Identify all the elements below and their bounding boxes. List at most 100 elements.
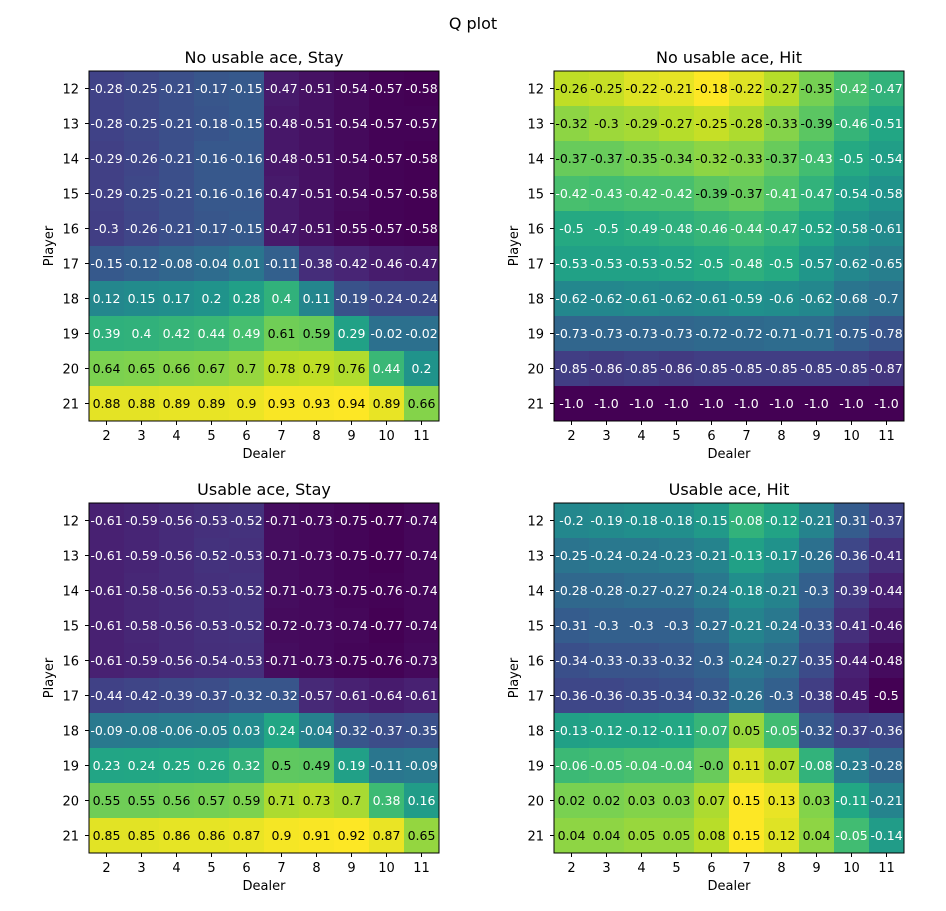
cell-value-label: -0.61	[90, 653, 122, 668]
cell-value-label: 0.24	[128, 758, 156, 773]
cell-value-label: -0.19	[335, 291, 367, 306]
heatmap-cell	[334, 748, 369, 783]
heatmap-cell	[799, 783, 834, 818]
heatmap-cell	[264, 281, 299, 316]
heatmap-cell	[159, 818, 194, 853]
heatmap-cell	[124, 211, 159, 246]
cell-value-label: -0.47	[405, 256, 437, 271]
cell-value-label: 0.29	[338, 326, 366, 341]
cell-value-label: -0.15	[230, 221, 262, 236]
y-axis-label: Player	[507, 225, 522, 266]
heatmap-cell	[764, 713, 799, 748]
cell-value-label: -0.21	[765, 583, 797, 598]
cell-value-label: -0.5	[769, 256, 793, 271]
cell-value-label: -0.59	[730, 291, 762, 306]
cell-value-label: -0.04	[660, 758, 692, 773]
heatmap-cell	[659, 351, 694, 386]
heatmap-cell	[264, 678, 299, 713]
cell-value-label: -0.24	[370, 291, 402, 306]
x-tick-label: 4	[172, 429, 180, 444]
heatmap-cell	[589, 748, 624, 783]
cell-value-label: -0.75	[835, 326, 867, 341]
cell-value-label: -0.2	[559, 513, 583, 528]
heatmap-cell	[124, 281, 159, 316]
heatmap-cell	[799, 351, 834, 386]
cell-value-label: -0.58	[405, 221, 437, 236]
cell-value-label: -0.52	[660, 256, 692, 271]
heatmap-cell	[764, 608, 799, 643]
heatmap-cell	[369, 783, 404, 818]
y-tick-label: 19	[62, 760, 79, 775]
heatmap-cell	[799, 281, 834, 316]
cell-value-label: -0.08	[160, 256, 192, 271]
heatmap-cell	[834, 538, 869, 573]
y-tick-label: 18	[527, 293, 544, 308]
cell-value-label: 0.89	[373, 396, 401, 411]
cell-value-label: 0.42	[163, 326, 191, 341]
x-tick-label: 6	[707, 429, 715, 444]
cell-value-label: -0.51	[300, 221, 332, 236]
heatmap-cell	[799, 176, 834, 211]
heatmap-cell	[369, 818, 404, 853]
cell-value-label: -0.3	[594, 116, 618, 131]
heatmap-cell	[124, 783, 159, 818]
cell-value-label: -0.28	[90, 116, 122, 131]
heatmap-cell	[89, 818, 124, 853]
heatmap-cell	[589, 246, 624, 281]
cell-value-label: -1.0	[594, 396, 618, 411]
cell-value-label: -0.18	[660, 513, 692, 528]
cell-value-label: -0.58	[405, 186, 437, 201]
heatmap-cell	[194, 386, 229, 421]
heatmap-cell	[869, 281, 904, 316]
heatmap-cell	[554, 316, 589, 351]
heatmap-cell	[624, 246, 659, 281]
cell-value-label: -0.24	[590, 548, 622, 563]
cell-value-label: -0.54	[195, 653, 227, 668]
cell-value-label: -0.31	[835, 513, 867, 528]
x-tick-label: 10	[378, 429, 395, 444]
heatmap-cell	[624, 678, 659, 713]
heatmap-cell	[869, 106, 904, 141]
y-tick-label: 12	[527, 515, 544, 530]
x-tick-label: 6	[242, 429, 250, 444]
cell-value-label: -0.52	[230, 583, 262, 598]
cell-value-label: -0.26	[125, 221, 157, 236]
cell-value-label: -0.77	[370, 513, 402, 528]
cell-value-label: -0.14	[870, 828, 902, 843]
heatmap-cell	[834, 386, 869, 421]
heatmap-cell	[194, 713, 229, 748]
cell-value-label: 0.87	[373, 828, 401, 843]
heatmap-cell	[554, 818, 589, 853]
heatmap-cell	[589, 281, 624, 316]
heatmap-cell	[764, 643, 799, 678]
cell-value-label: -0.22	[625, 81, 657, 96]
cell-value-label: -0.16	[230, 186, 262, 201]
heatmap-cell	[799, 538, 834, 573]
x-tick-label: 4	[637, 861, 645, 876]
heatmap-cell	[194, 246, 229, 281]
cell-value-label: 0.66	[163, 361, 191, 376]
x-tick-label: 9	[812, 861, 820, 876]
heatmap-cell	[159, 106, 194, 141]
cell-value-label: -0.55	[335, 221, 367, 236]
cell-value-label: -0.7	[874, 291, 898, 306]
heatmap-cell	[869, 386, 904, 421]
axes-frame	[88, 502, 440, 854]
cell-value-label: -0.09	[90, 723, 122, 738]
cell-value-label: -0.37	[555, 151, 587, 166]
heatmap-cell	[729, 713, 764, 748]
cell-value-label: -1.0	[629, 396, 653, 411]
heatmap-cell	[89, 106, 124, 141]
cell-value-label: -0.51	[300, 81, 332, 96]
cell-value-label: 0.15	[128, 291, 156, 306]
cell-value-label: -0.61	[405, 688, 437, 703]
cell-value-label: -0.53	[625, 256, 657, 271]
heatmap-cell	[834, 106, 869, 141]
cell-value-label: -0.73	[555, 326, 587, 341]
cell-value-label: -0.37	[590, 151, 622, 166]
cell-value-label: -0.52	[800, 221, 832, 236]
heatmap-cell	[729, 503, 764, 538]
cell-value-label: -1.0	[839, 396, 863, 411]
heatmap-cell	[334, 141, 369, 176]
